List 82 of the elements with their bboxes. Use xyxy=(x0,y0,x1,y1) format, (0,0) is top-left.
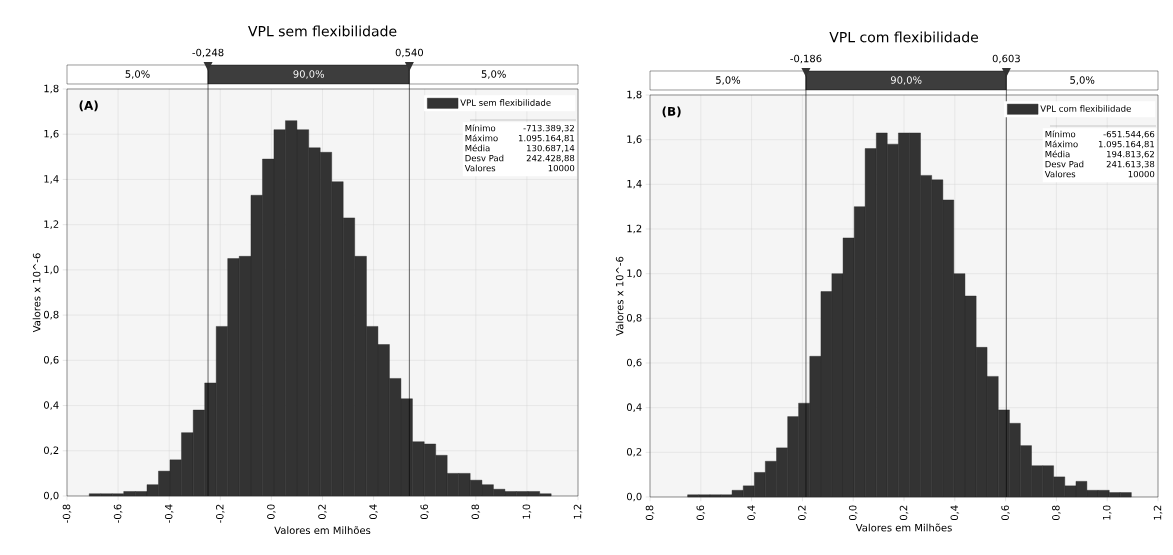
annotation: 10000 xyxy=(548,164,575,172)
annotation: 194.813,62 xyxy=(1107,150,1154,159)
annotation: Mínimo xyxy=(1045,130,1076,138)
annotation: Máximo xyxy=(465,134,498,142)
x-tick-label: 0,4 xyxy=(950,505,960,521)
y-tick-label: 0,8 xyxy=(626,314,642,323)
y-tick-label: 1,4 xyxy=(44,175,59,184)
annotation: Média xyxy=(1045,150,1070,158)
x-tick-label: 0,4 xyxy=(369,504,378,520)
y-tick-label: 1,0 xyxy=(44,265,59,275)
x-tick-label: 1,0 xyxy=(1102,505,1112,520)
text: 90,0% xyxy=(890,76,922,85)
y-tick-label: 1,4 xyxy=(627,180,642,189)
x-tick-label: -0,2 xyxy=(216,504,225,523)
x-tick-label: 0,8 xyxy=(471,504,481,520)
x-tick-label: 0,0 xyxy=(848,505,858,521)
annotation: 242.428,88 xyxy=(526,154,575,163)
annotation: Máximo xyxy=(1045,140,1078,148)
y-axis-title: Valores x 10^-6 xyxy=(32,253,41,333)
annotation: (A) xyxy=(79,100,98,112)
annotation: 1.095.164,81 xyxy=(1098,140,1155,149)
legend-label: VPL sem flexibilidade xyxy=(460,99,551,106)
text: 5,0% xyxy=(125,70,150,79)
y-tick-label: 0,0 xyxy=(43,491,59,501)
annotation: (B) xyxy=(662,106,681,118)
y-tick-label: 0,2 xyxy=(43,446,59,456)
text: 5,0% xyxy=(716,76,741,85)
annotation: -713.389,32 xyxy=(523,124,574,133)
y-tick-label: 1,0 xyxy=(627,269,642,278)
text: 90,0% xyxy=(293,70,325,79)
x-tick-label: 0,2 xyxy=(798,505,807,521)
y-tick-label: 0,2 xyxy=(626,448,642,457)
annotation: Mínimo xyxy=(465,124,496,132)
y-tick-label: 0,4 xyxy=(43,401,59,410)
annotation: Valores xyxy=(464,164,496,172)
x-tick-label: 1,2 xyxy=(573,504,583,519)
x-tick-label: 0,6 xyxy=(1001,505,1010,521)
x-tick-label: 1,2 xyxy=(1153,505,1163,520)
x-axis-title: Valores em Milhões xyxy=(274,526,371,535)
annotation: Desv Pad xyxy=(1045,160,1084,168)
annotation: 241.613,38 xyxy=(1106,160,1155,169)
ref-line-label: 0,540 xyxy=(395,48,424,58)
y-tick-label: 1,2 xyxy=(44,220,59,229)
x-tick-label: 0,0 xyxy=(267,504,276,520)
x-tick-label: 0,8 xyxy=(645,505,655,521)
text: 5,0% xyxy=(481,70,506,79)
ref-line-label: -0,248 xyxy=(192,48,224,58)
annotation: 1.095.164,81 xyxy=(518,134,575,143)
x-axis-title: Valores em Milhões xyxy=(855,523,952,532)
y-tick-label: 1,8 xyxy=(627,90,642,100)
y-tick-label: 1,8 xyxy=(44,84,59,94)
y-tick-label: 1,2 xyxy=(627,224,642,234)
x-tick-label: -0,8 xyxy=(62,504,72,523)
x-tick-label: 0,2 xyxy=(318,504,327,520)
x-tick-label: -0,4 xyxy=(164,504,174,523)
y-tick-label: 0,4 xyxy=(626,403,642,412)
annotation: 130.687,14 xyxy=(527,144,575,153)
x-tick-label: 0,6 xyxy=(696,505,706,521)
annotation: 10000 xyxy=(1128,170,1155,178)
y-tick-label: 0,8 xyxy=(43,310,59,320)
annotation: Desv Pad xyxy=(465,154,504,162)
y-tick-label: 1,6 xyxy=(44,129,59,139)
y-tick-label: 0,0 xyxy=(626,492,642,502)
text: 5,0% xyxy=(1070,76,1095,85)
y-tick-label: 0,6 xyxy=(43,356,59,365)
legend-label: VPL com flexibilidade xyxy=(1040,105,1131,112)
chart-title: VPL sem flexibilidade xyxy=(248,25,397,37)
annotation: -651.544,66 xyxy=(1103,130,1155,139)
ref-line-label: -0,186 xyxy=(790,54,822,64)
x-tick-label: 1,0 xyxy=(522,504,532,519)
x-tick-label: -0,6 xyxy=(113,504,123,523)
y-axis-title: Valores x 10^-6 xyxy=(615,256,624,336)
x-tick-label: 0,2 xyxy=(899,505,909,521)
x-tick-label: 0,4 xyxy=(747,505,756,521)
annotation: Média xyxy=(465,144,490,152)
x-tick-label: 0,8 xyxy=(1052,505,1061,521)
y-tick-label: 1,6 xyxy=(627,135,642,144)
chart-title: VPL com flexibilidade xyxy=(829,31,979,43)
y-tick-label: 0,6 xyxy=(626,358,642,368)
annotation: Valores xyxy=(1044,170,1076,178)
x-tick-label: 0,6 xyxy=(420,504,429,520)
ref-line-label: 0,603 xyxy=(992,54,1020,64)
